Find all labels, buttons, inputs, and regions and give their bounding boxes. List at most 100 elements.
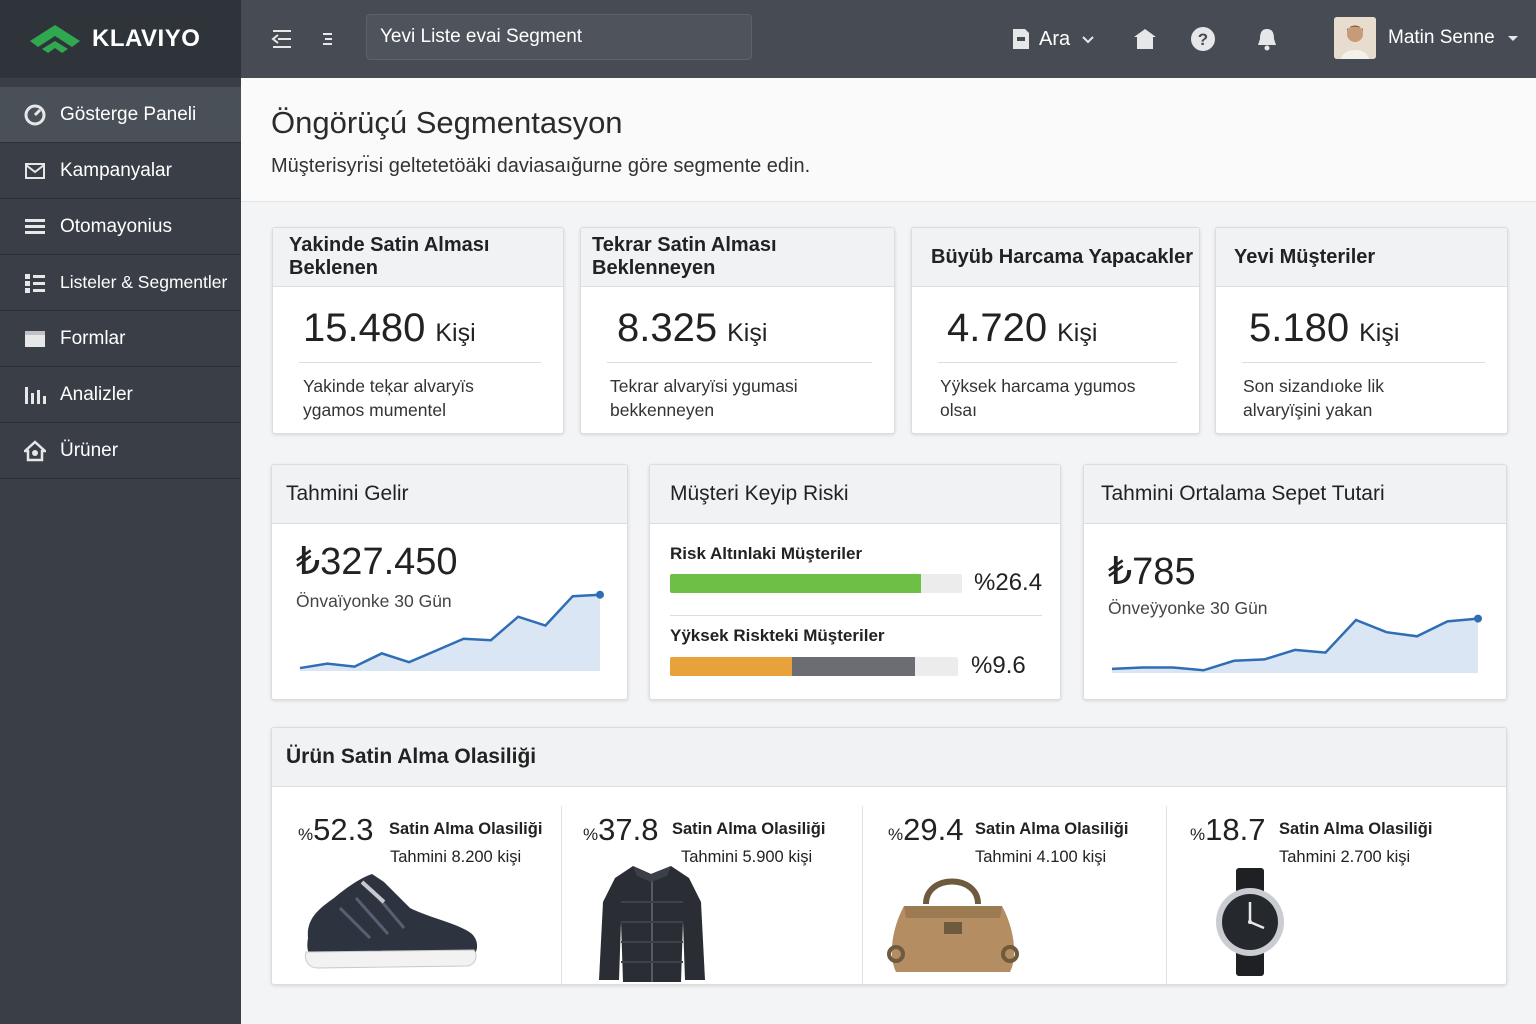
risk-bar <box>670 574 962 593</box>
segment-unit: Kişi <box>1057 319 1098 347</box>
home-icon[interactable] <box>1130 24 1160 54</box>
segment-title: Tekrar Satin Alması Beklenneyen <box>581 228 894 287</box>
percent-sign: % <box>583 825 599 844</box>
divider <box>670 615 1042 616</box>
segment-count: 4.720 Kişi <box>947 306 1097 351</box>
avatar <box>1334 17 1376 59</box>
account-label: Ara <box>1039 27 1071 50</box>
sidebar-item-label: Formlar <box>60 327 126 349</box>
risk-value: %9.6 <box>971 652 1026 679</box>
chart-line <box>299 593 601 670</box>
product-label: Satin Alma Olasiliği <box>389 820 543 838</box>
basket-value: ₺785 <box>1108 551 1196 593</box>
brand-name: KLAVIYO <box>92 25 201 52</box>
search-input[interactable] <box>366 14 752 60</box>
segment-title: Yakinde Satin Alması Beklenen <box>273 228 563 287</box>
basket-card[interactable]: Tahmini Ortalama Sepet Tutari ₺785 Önveÿ… <box>1083 464 1507 700</box>
sidebar-item-label: Ürüner <box>60 439 119 461</box>
page-title: Öngörüçú Segmentasyon <box>271 105 623 140</box>
divider <box>862 806 863 984</box>
product-estimate: Tahmini 2.700 kişi <box>1279 848 1411 866</box>
envelope-icon <box>24 160 46 182</box>
risk-label: Risk Altınlaki Müşteriler <box>670 544 863 563</box>
sidebar-item-forms[interactable]: Formlar <box>0 311 241 367</box>
bar-chart-icon <box>24 384 46 406</box>
collapse-sidebar-icon[interactable] <box>267 24 297 54</box>
percent-value: 18.7 <box>1205 812 1266 847</box>
risk-bar <box>670 657 958 676</box>
sidebar-item-label: Listeler & Segmentler <box>60 272 228 292</box>
user-name: Matin Senne <box>1388 27 1495 48</box>
product-item[interactable]: % 18.7 Satin Alma Olasiliği Tahmini 2.700… <box>1166 788 1506 984</box>
divider <box>1166 806 1167 984</box>
revenue-period: Önvaïyonke 30 Gün <box>296 591 452 611</box>
revenue-card[interactable]: Tahmini Gelir ₺327.450 Önvaïyonke 30 Gün <box>271 464 628 700</box>
form-icon <box>24 328 46 350</box>
product-label: Satin Alma Olasiliği <box>672 820 826 838</box>
segment-count: 15.480 Kişi <box>303 306 476 351</box>
segment-description: Yÿksek harcama ygumos olsaı <box>940 376 1136 420</box>
segment-description: Son sizandıoke lik alvaryïşini yakan <box>1243 376 1385 420</box>
chevron-down-icon <box>1507 36 1518 41</box>
product-title: Ürün Satin Alma Olasiliği <box>272 728 1506 787</box>
brand[interactable]: KLAVIYO <box>0 0 241 78</box>
segment-count: 5.180 Kişi <box>1249 306 1399 351</box>
product-item[interactable]: % 52.3 Satin Alma Olasiliği Tahmini 8.200… <box>272 788 561 984</box>
user-menu[interactable]: Matin Senne <box>1334 17 1521 59</box>
sidebar-item-analytics[interactable]: Analizler <box>0 367 241 423</box>
product-label: Satin Alma Olasiliği <box>1279 820 1433 838</box>
percent-value: 52.3 <box>313 812 374 847</box>
sidebar-item-lists-segments[interactable]: Listeler & Segmentler <box>0 255 241 311</box>
basket-period: Önveÿyonke 30 Gün <box>1108 598 1268 618</box>
sidebar-nav: Gösterge Paneli Kampanyalar Otomayonius … <box>0 87 241 479</box>
sidebar: KLAVIYO Gösterge Paneli Kampanyalar Otom… <box>0 0 241 1024</box>
account-selector[interactable]: Ara <box>1011 22 1096 56</box>
menu-icon[interactable] <box>313 24 343 54</box>
risk-label: Yÿksek Riskteki Müşteriler <box>670 626 885 645</box>
churn-title: Müşteri Keyip Riski <box>650 465 1060 524</box>
churn-risk-card[interactable]: Müşteri Keyip Riski Risk Altınlaki Müşte… <box>649 464 1061 700</box>
chart-end-point <box>1474 614 1482 623</box>
jacket-icon <box>599 866 705 982</box>
revenue-sparkline <box>299 590 604 671</box>
chevron-down-icon <box>1082 36 1094 44</box>
building-icon <box>1013 29 1029 49</box>
basket-sparkline <box>1111 614 1482 673</box>
segment-card[interactable]: Tekrar Satin Alması Beklenneyen 8.325 Ki… <box>580 227 895 434</box>
product-probability: % 18.7 <box>1190 812 1265 848</box>
product-probability: % 37.8 <box>583 812 658 848</box>
segment-description: Tekrar alvaryïsi ygumasi bekkenneyen <box>610 376 798 420</box>
grid-list-icon <box>24 272 46 294</box>
product-estimate: Tahmini 4.100 kişi <box>975 848 1107 866</box>
help-icon[interactable]: ? <box>1188 24 1218 54</box>
page-header: Öngörüçú Segmentasyon Müşterisyrı̈si gel… <box>241 78 1536 202</box>
segment-number: 5.180 <box>1249 306 1350 350</box>
sidebar-item-automations[interactable]: Otomayonius <box>0 199 241 255</box>
sidebar-item-dashboard[interactable]: Gösterge Paneli <box>0 87 241 143</box>
divider <box>561 806 562 984</box>
revenue-title: Tahmini Gelir <box>272 465 627 524</box>
divider <box>938 362 1177 363</box>
product-item[interactable]: % 37.8 Satin Alma Olasiliği Tahmini 5.900… <box>561 788 862 984</box>
segment-description: Yakinde teķar alvaryïs ygamos mumentel <box>303 376 474 420</box>
percent-sign: % <box>888 825 904 844</box>
product-probability-card[interactable]: Ürün Satin Alma Olasiliği % 52.3 Satin Al… <box>271 727 1507 985</box>
sidebar-item-label: Otomayonius <box>60 215 172 237</box>
segment-card[interactable]: Büyüb Harcama Yapacakler 4.720 Kişi Yÿks… <box>911 227 1200 434</box>
segment-title: Yevi Müşteriler <box>1216 228 1507 287</box>
risk-bar-fill <box>670 574 922 593</box>
klaviyo-logo-icon <box>30 25 80 53</box>
bell-icon[interactable] <box>1252 24 1282 54</box>
sidebar-item-label: Kampanyalar <box>60 159 172 181</box>
svg-text:?: ? <box>1198 30 1208 49</box>
sidebar-item-campaigns[interactable]: Kampanyalar <box>0 143 241 199</box>
product-item[interactable]: % 29.4 Satin Alma Olasiliği Tahmini 4.100… <box>862 788 1166 984</box>
segment-card[interactable]: Yevi Müşteriler 5.180 Kişi Son sizandıok… <box>1215 227 1508 434</box>
segment-number: 8.325 <box>617 306 718 350</box>
sidebar-item-products[interactable]: Ürüner <box>0 423 241 479</box>
product-estimate: Tahmini 8.200 kişi <box>390 848 522 866</box>
segment-card[interactable]: Yakinde Satin Alması Beklenen 15.480 Kiş… <box>272 227 564 434</box>
divider <box>607 362 872 363</box>
percent-value: 37.8 <box>598 812 659 847</box>
segment-title: Büyüb Harcama Yapacakler <box>912 228 1199 287</box>
